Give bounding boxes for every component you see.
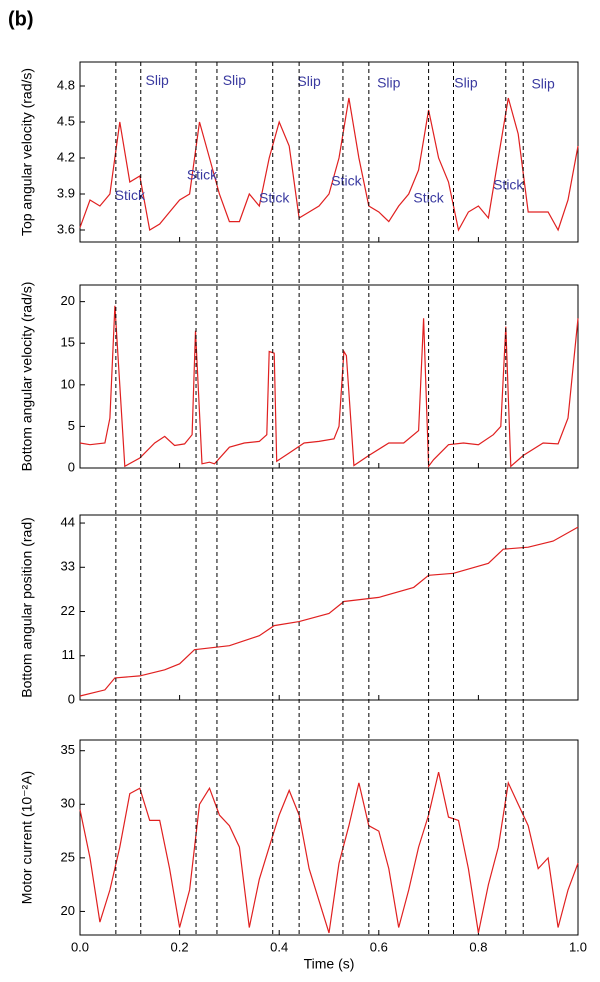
annotation: Slip bbox=[146, 72, 170, 88]
panel-label: (b) bbox=[8, 8, 34, 30]
data-line bbox=[79, 97, 579, 232]
annotation: Stick bbox=[493, 176, 524, 192]
plot-frame bbox=[79, 739, 579, 936]
plot-frame bbox=[79, 284, 579, 469]
annotation: Stick bbox=[259, 190, 290, 206]
y-tick-label: 3.9 bbox=[57, 185, 75, 200]
y-tick-label: 11 bbox=[62, 647, 76, 662]
data-line bbox=[79, 305, 579, 469]
y-tick-label: 3.6 bbox=[57, 221, 75, 236]
y-tick-label: 30 bbox=[61, 796, 75, 811]
y-tick-label: 5 bbox=[68, 418, 75, 433]
y-tick-label: 4.2 bbox=[57, 149, 75, 164]
annotation: Slip bbox=[454, 74, 478, 90]
data-line bbox=[79, 771, 579, 934]
annotation: Stick bbox=[331, 173, 362, 189]
y-tick-label: 22 bbox=[61, 603, 75, 618]
y-axis-label: Bottom angular velocity (rad/s) bbox=[19, 282, 35, 472]
y-tick-label: 10 bbox=[61, 376, 75, 391]
x-tick-label: 1.0 bbox=[569, 939, 587, 954]
y-tick-label: 15 bbox=[61, 335, 75, 350]
annotation: Slip bbox=[223, 72, 247, 88]
plot-frame bbox=[79, 514, 579, 701]
y-tick-label: 0 bbox=[68, 691, 75, 706]
data-line bbox=[79, 526, 579, 697]
annotation: Slip bbox=[531, 76, 555, 92]
y-tick-label: 0 bbox=[68, 459, 75, 474]
plot-frame bbox=[79, 61, 579, 243]
y-axis-label: Bottom angular position (rad) bbox=[19, 517, 35, 698]
x-tick-label: 0.4 bbox=[270, 939, 288, 954]
x-tick-label: 0.2 bbox=[171, 939, 189, 954]
y-tick-label: 25 bbox=[61, 849, 75, 864]
y-tick-label: 20 bbox=[61, 903, 75, 918]
x-axis-label: Time (s) bbox=[304, 956, 355, 972]
y-axis-label: Motor current (10⁻²A) bbox=[19, 771, 35, 904]
annotation: Stick bbox=[115, 187, 146, 203]
y-axis-label: Top angular velocity (rad/s) bbox=[19, 68, 35, 236]
y-tick-label: 33 bbox=[61, 559, 75, 574]
y-tick-label: 44 bbox=[61, 514, 75, 529]
annotation: Slip bbox=[377, 74, 401, 90]
x-tick-label: 0.0 bbox=[71, 939, 89, 954]
y-tick-label: 4.5 bbox=[57, 113, 75, 128]
x-tick-label: 0.8 bbox=[469, 939, 487, 954]
y-tick-label: 20 bbox=[61, 293, 75, 308]
x-tick-label: 0.6 bbox=[370, 939, 388, 954]
annotation: Stick bbox=[187, 167, 218, 183]
annotation: Slip bbox=[297, 73, 321, 89]
y-tick-label: 35 bbox=[61, 742, 75, 757]
y-tick-label: 4.8 bbox=[57, 77, 75, 92]
